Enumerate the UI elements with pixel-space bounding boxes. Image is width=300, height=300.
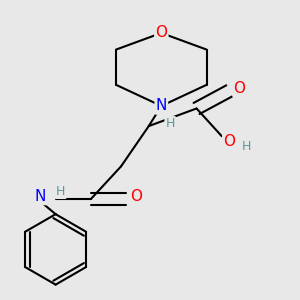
Text: H: H (242, 140, 252, 153)
Text: N: N (35, 189, 46, 204)
Text: O: O (130, 189, 142, 204)
Text: O: O (155, 26, 167, 40)
Text: O: O (233, 81, 245, 96)
Text: H: H (165, 117, 175, 130)
Text: N: N (156, 98, 167, 113)
Text: O: O (223, 134, 235, 149)
Text: H: H (56, 185, 65, 198)
